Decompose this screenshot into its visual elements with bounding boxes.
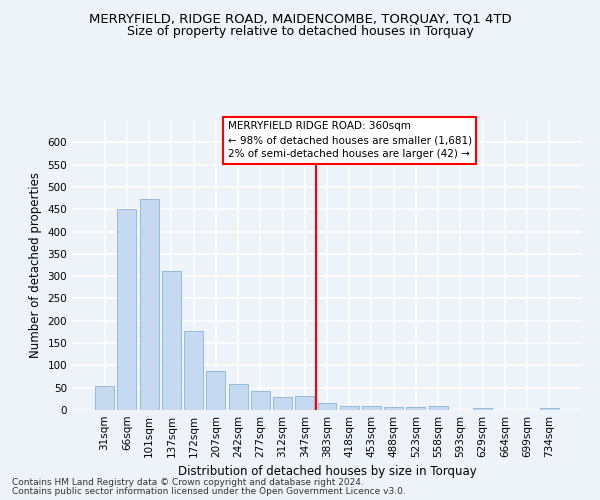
Bar <box>162 271 181 410</box>
Bar <box>362 406 381 410</box>
Y-axis label: Number of detached properties: Number of detached properties <box>29 172 42 358</box>
Bar <box>140 200 158 410</box>
Bar <box>95 386 114 410</box>
Bar <box>384 408 403 410</box>
Bar <box>229 384 248 410</box>
Bar <box>206 370 225 410</box>
Bar <box>340 406 359 410</box>
Bar <box>429 406 448 410</box>
Text: Size of property relative to detached houses in Torquay: Size of property relative to detached ho… <box>127 25 473 38</box>
Bar <box>273 396 292 410</box>
Bar <box>317 404 337 410</box>
Bar <box>295 396 314 410</box>
Bar <box>540 408 559 410</box>
Bar <box>118 209 136 410</box>
Text: MERRYFIELD RIDGE ROAD: 360sqm
← 98% of detached houses are smaller (1,681)
2% of: MERRYFIELD RIDGE ROAD: 360sqm ← 98% of d… <box>227 122 472 160</box>
X-axis label: Distribution of detached houses by size in Torquay: Distribution of detached houses by size … <box>178 466 476 478</box>
Bar <box>406 408 425 410</box>
Text: Contains HM Land Registry data © Crown copyright and database right 2024.: Contains HM Land Registry data © Crown c… <box>12 478 364 487</box>
Bar <box>251 391 270 410</box>
Bar <box>184 331 203 410</box>
Text: Contains public sector information licensed under the Open Government Licence v3: Contains public sector information licen… <box>12 487 406 496</box>
Text: MERRYFIELD, RIDGE ROAD, MAIDENCOMBE, TORQUAY, TQ1 4TD: MERRYFIELD, RIDGE ROAD, MAIDENCOMBE, TOR… <box>89 12 511 26</box>
Bar <box>473 408 492 410</box>
